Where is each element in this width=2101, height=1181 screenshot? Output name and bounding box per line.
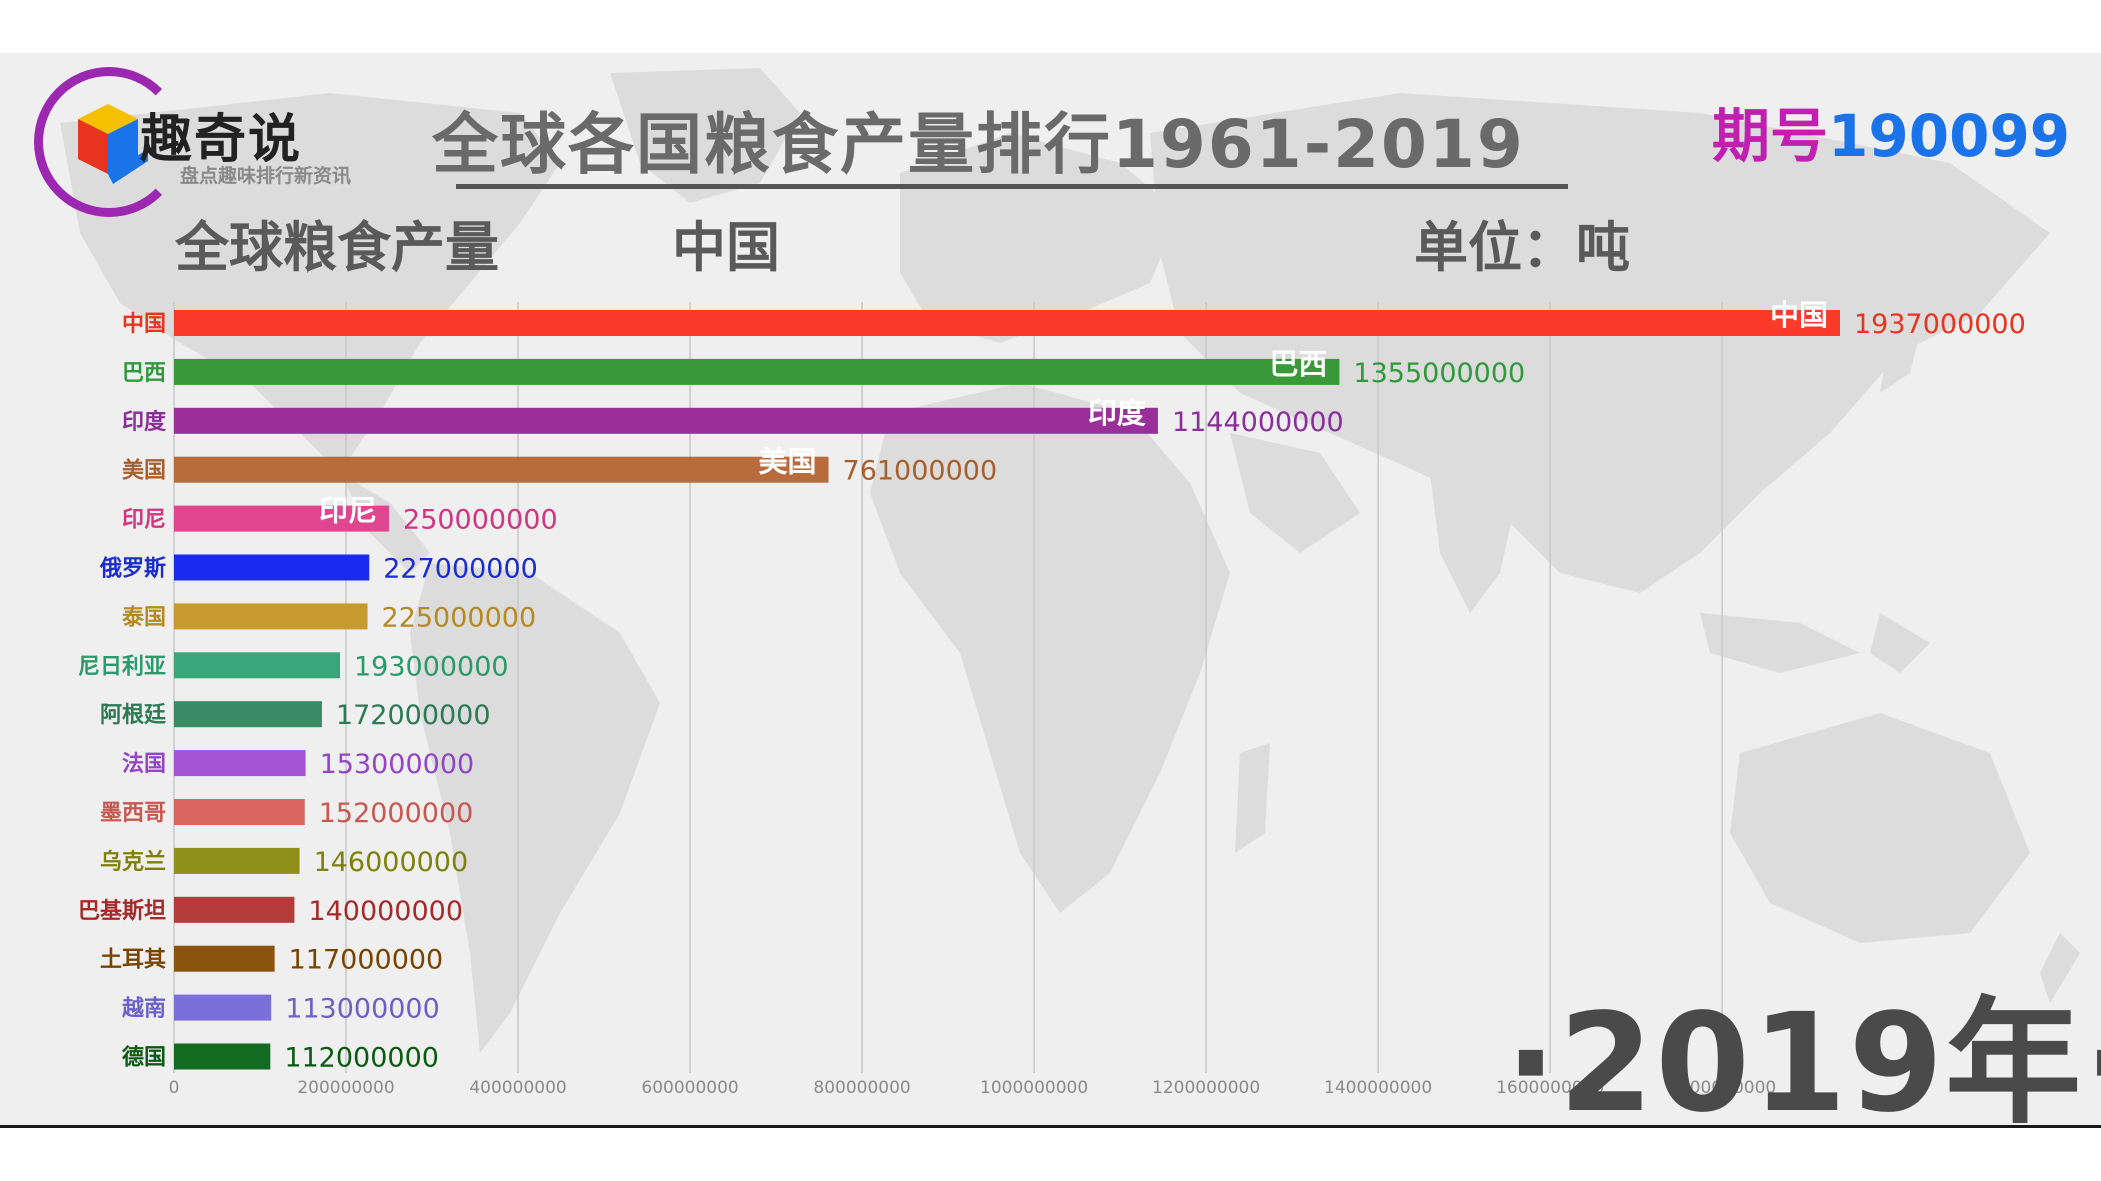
category-label: 墨西哥 bbox=[100, 801, 166, 826]
year-label: ·2019年· bbox=[1505, 985, 2101, 1127]
value-label: 1937000000 bbox=[1854, 309, 2026, 340]
in-bar-label: 巴西 bbox=[1269, 347, 1327, 381]
bar bbox=[174, 310, 1840, 336]
bar bbox=[174, 701, 322, 728]
in-bar-label: 中国 bbox=[1770, 298, 1828, 332]
x-axis-ticks: 0 200000000 400000000 600000000 800000000 100… bbox=[169, 1078, 1777, 1098]
in-bar-label: 印度 bbox=[1088, 396, 1146, 430]
bar bbox=[174, 994, 272, 1021]
bar bbox=[174, 603, 368, 630]
value-label: 153000000 bbox=[320, 749, 475, 780]
x-tick-label: 400000000 bbox=[469, 1078, 566, 1098]
x-tick-label: 1200000000 bbox=[1152, 1078, 1260, 1098]
logo-tagline: 盘点趣味排行新资讯 bbox=[180, 165, 352, 187]
category-label: 法国 bbox=[122, 752, 166, 777]
value-label: 250000000 bbox=[403, 505, 558, 536]
bar bbox=[174, 652, 340, 679]
bar bbox=[174, 896, 295, 923]
bar bbox=[174, 847, 300, 874]
category-label: 印度 bbox=[122, 409, 167, 435]
bar bbox=[174, 554, 370, 581]
bar bbox=[174, 1043, 271, 1070]
category-label: 乌克兰 bbox=[100, 849, 166, 875]
cube-icon bbox=[78, 104, 148, 184]
bar bbox=[174, 945, 275, 972]
issue-label: 期号 bbox=[1712, 102, 1829, 170]
value-label: 113000000 bbox=[285, 994, 440, 1025]
bar bbox=[174, 750, 306, 777]
bar bbox=[174, 505, 390, 532]
category-label: 印尼 bbox=[122, 508, 166, 533]
value-label: 172000000 bbox=[336, 700, 491, 731]
category-label: 巴基斯坦 bbox=[78, 898, 166, 924]
category-label: 美国 bbox=[122, 458, 166, 484]
x-tick-label: 600000000 bbox=[641, 1078, 738, 1098]
chart-frame: 中国 1937000000 中国巴西 1355000000 巴西印度 1144000000… bbox=[0, 53, 2101, 1127]
category-label: 尼日利亚 bbox=[78, 654, 166, 679]
logo-name: 趣奇说 bbox=[140, 110, 303, 170]
in-bar-label: 美国 bbox=[759, 445, 817, 479]
value-label: 152000000 bbox=[319, 798, 474, 829]
value-label: 761000000 bbox=[843, 456, 998, 487]
value-label: 225000000 bbox=[382, 602, 537, 633]
value-label: 1144000000 bbox=[1172, 407, 1344, 438]
category-label: 俄罗斯 bbox=[99, 556, 166, 582]
issue-number-value: 190099 bbox=[1828, 102, 2071, 170]
category-label: 中国 bbox=[122, 312, 166, 337]
value-label: 112000000 bbox=[284, 1043, 439, 1074]
x-tick-label: 1800000000 bbox=[1668, 1078, 1776, 1098]
bar bbox=[174, 358, 1340, 385]
bar bbox=[174, 407, 1158, 434]
bottom-rule bbox=[0, 1125, 2101, 1128]
x-tick-label: 200000000 bbox=[297, 1078, 394, 1098]
logo-ring bbox=[34, 67, 184, 217]
unit-label: 单位：吨 bbox=[1414, 216, 1630, 279]
value-label: 193000000 bbox=[354, 651, 509, 682]
value-label: 117000000 bbox=[289, 945, 444, 976]
x-tick-label: 0 bbox=[169, 1078, 180, 1098]
category-label: 巴西 bbox=[122, 361, 166, 386]
bar bbox=[174, 799, 305, 825]
category-label: 土耳其 bbox=[100, 948, 166, 973]
value-label: 146000000 bbox=[314, 847, 469, 878]
category-label: 德国 bbox=[122, 1045, 166, 1071]
x-tick-label: 1400000000 bbox=[1324, 1078, 1432, 1098]
logo: 趣奇说 盘点趣味排行新资讯 bbox=[30, 67, 390, 227]
x-tick-label: 800000000 bbox=[813, 1078, 910, 1098]
page-title: 全球各国粮食产量排行1961-2019 bbox=[432, 106, 1525, 183]
value-label: 1355000000 bbox=[1353, 358, 1525, 389]
chart-subtitle: 全球粮食产量 bbox=[175, 216, 499, 279]
bar bbox=[174, 456, 829, 483]
x-tick-label: 1000000000 bbox=[980, 1078, 1088, 1098]
value-label: 140000000 bbox=[308, 896, 463, 927]
category-label: 泰国 bbox=[121, 605, 166, 630]
leader-country: 中国 bbox=[672, 216, 780, 279]
title-underline bbox=[456, 184, 1568, 189]
category-label: 阿根廷 bbox=[100, 703, 167, 728]
value-label: 227000000 bbox=[383, 554, 538, 585]
x-tick-label: 1600000000 bbox=[1496, 1078, 1604, 1098]
in-bar-label: 印尼 bbox=[319, 494, 377, 528]
issue-number: 期号190099 bbox=[1712, 89, 2070, 173]
category-label: 越南 bbox=[121, 997, 166, 1022]
